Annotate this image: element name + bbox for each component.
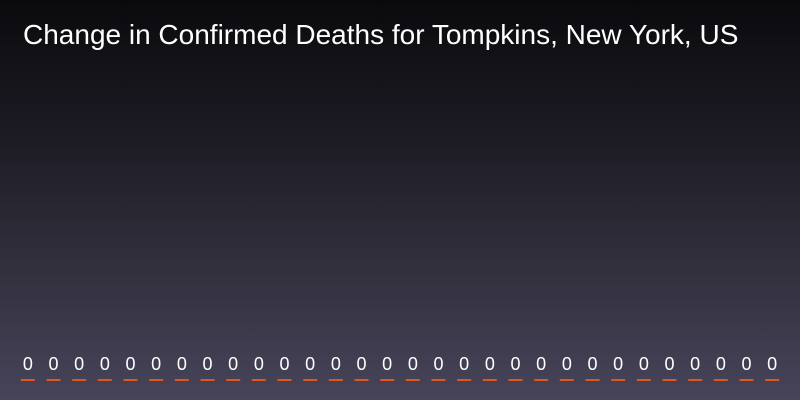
bar-value-label: 0 [562, 354, 572, 374]
bar-value-label: 0 [485, 354, 495, 374]
bar-value-label: 0 [741, 354, 751, 374]
bar [226, 379, 241, 381]
bar-value-label: 0 [177, 354, 187, 374]
bar-value-label: 0 [433, 354, 443, 374]
bar-value-label: 0 [382, 354, 392, 374]
bar-value-label: 0 [767, 354, 777, 374]
bar [380, 379, 395, 381]
bar-value-label: 0 [305, 354, 315, 374]
bar [200, 379, 215, 381]
chart-title: Change in Confirmed Deaths for Tompkins,… [23, 19, 739, 50]
bar [662, 379, 677, 381]
bar [765, 379, 780, 381]
bar [534, 379, 549, 381]
bar-value-label: 0 [690, 354, 700, 374]
bar-value-label: 0 [228, 354, 238, 374]
bar [457, 379, 472, 381]
bars-group [20, 379, 780, 381]
bar [405, 379, 420, 381]
bar-value-label: 0 [331, 354, 341, 374]
bar [46, 379, 61, 381]
bar-value-label: 0 [100, 354, 110, 374]
bar [713, 379, 728, 381]
bar-value-label: 0 [459, 354, 469, 374]
bar [508, 379, 523, 381]
bar [559, 379, 574, 381]
bar [739, 379, 754, 381]
bar-value-label: 0 [613, 354, 623, 374]
bar [688, 379, 703, 381]
bar [431, 379, 446, 381]
bar-value-label: 0 [510, 354, 520, 374]
bar-value-label: 0 [151, 354, 161, 374]
bar-value-label: 0 [356, 354, 366, 374]
bar-value-label: 0 [408, 354, 418, 374]
bar [585, 379, 600, 381]
bar-value-label: 0 [716, 354, 726, 374]
bar [482, 379, 497, 381]
bar [303, 379, 318, 381]
bar [20, 379, 35, 381]
bar-value-label: 0 [23, 354, 33, 374]
bar-value-label: 0 [254, 354, 264, 374]
bar [174, 379, 189, 381]
bar [354, 379, 369, 381]
bar-value-label: 0 [664, 354, 674, 374]
bar [636, 379, 651, 381]
bar-value-label: 0 [125, 354, 135, 374]
bar [97, 379, 112, 381]
bar [328, 379, 343, 381]
bar-value-label: 0 [48, 354, 58, 374]
bar-value-label: 0 [587, 354, 597, 374]
bar-value-label: 0 [639, 354, 649, 374]
bar [611, 379, 626, 381]
bar [72, 379, 87, 381]
bar-value-label: 0 [279, 354, 289, 374]
bar [123, 379, 138, 381]
bar-value-label: 0 [202, 354, 212, 374]
bar-value-label: 0 [536, 354, 546, 374]
bar [251, 379, 266, 381]
bar [149, 379, 164, 381]
bar [277, 379, 292, 381]
bar-value-label: 0 [74, 354, 84, 374]
